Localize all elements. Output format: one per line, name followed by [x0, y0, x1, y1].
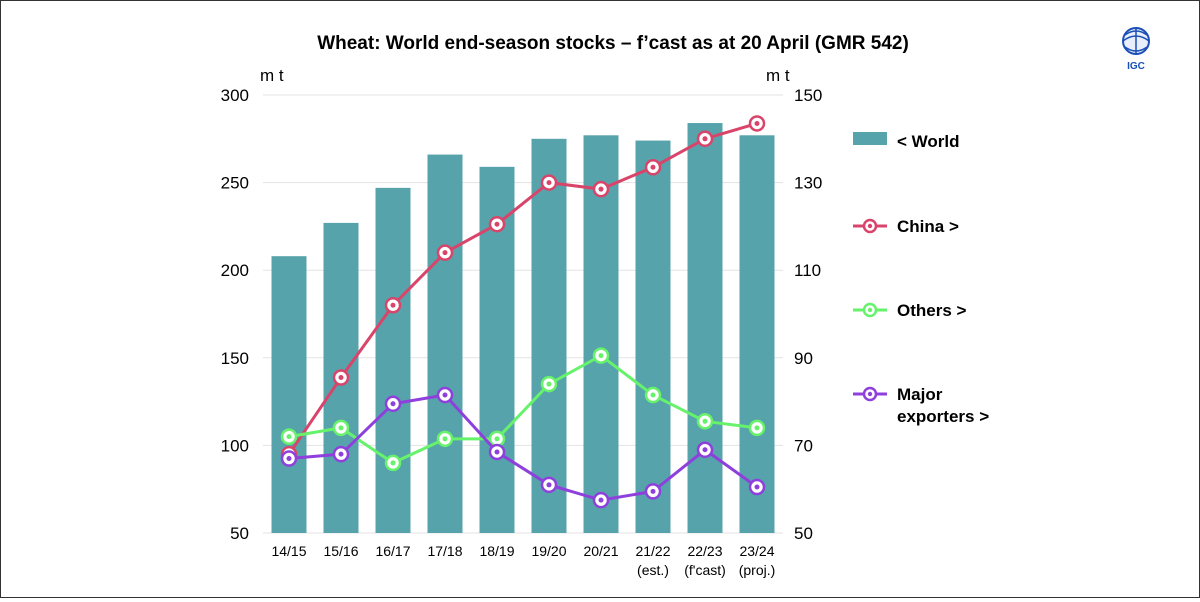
- major-exporters-point-center: [442, 392, 448, 398]
- x-axis-tick-label: (proj.): [739, 562, 776, 578]
- others-point-center: [754, 425, 760, 431]
- major-exporters-point-center: [338, 451, 344, 457]
- x-axis-tick-label: 23/24: [739, 543, 774, 559]
- x-axis-tick-label: 15/16: [323, 543, 358, 559]
- legend-label-china: China >: [897, 217, 959, 236]
- legend-marker-center-major-exporters: [867, 391, 873, 397]
- major-exporters-point-center: [494, 449, 500, 455]
- legend-label-others: Others >: [897, 301, 967, 320]
- others-point-center: [546, 381, 552, 387]
- x-axis-tick-label: (est.): [637, 562, 669, 578]
- major-exporters-line: [288, 393, 758, 502]
- world-stocks-bar: [427, 154, 463, 533]
- others-point-center: [442, 436, 448, 442]
- china-point-center: [754, 120, 760, 126]
- x-axis-tick-label: 20/21: [583, 543, 618, 559]
- others-point-center: [494, 436, 500, 442]
- china-line: [287, 122, 758, 456]
- right-axis-tick-label: 110: [794, 261, 821, 280]
- others-point-center: [650, 392, 656, 398]
- right-axis-unit: m t: [766, 66, 790, 85]
- world-stocks-bar: [739, 135, 775, 533]
- left-axis-tick-label: 150: [221, 349, 249, 368]
- x-axis-tick-label: 19/20: [531, 543, 566, 559]
- china-point-center: [442, 250, 448, 256]
- chart-title: Wheat: World end-season stocks – f’cast …: [317, 33, 909, 54]
- china-point-center: [494, 221, 500, 227]
- right-axis-tick-label: 130: [794, 174, 822, 193]
- china-point-center: [598, 186, 604, 192]
- major-exporters-point-center: [650, 488, 656, 494]
- major-exporters-point-center: [546, 482, 552, 488]
- logo-text: IGC: [1127, 61, 1145, 72]
- right-axis-tick-label: 70: [794, 436, 813, 455]
- china-point-center: [338, 375, 344, 381]
- igc-logo: IGC: [1122, 27, 1150, 72]
- major-exporters-point-center: [390, 401, 396, 407]
- world-stocks-bar: [687, 123, 723, 534]
- world-stocks-bar: [375, 187, 411, 533]
- right-axis-tick-label: 50: [794, 524, 813, 543]
- others-point-center: [702, 418, 708, 424]
- others-line: [288, 353, 758, 465]
- world-stocks-bar: [271, 256, 307, 533]
- legend-swatch-world: [853, 132, 887, 145]
- china-point-center: [650, 164, 656, 170]
- world-stocks-bar: [531, 138, 567, 534]
- world-stocks-bar: [583, 135, 619, 533]
- world-stocks-bar: [635, 140, 671, 533]
- x-axis-tick-label: 18/19: [479, 543, 514, 559]
- legend-marker-center-china: [867, 223, 873, 229]
- legend-marker-center-others: [867, 307, 873, 313]
- china-point-center: [702, 136, 708, 142]
- major-exporters-point-center: [286, 456, 292, 462]
- china-point-center: [390, 302, 396, 308]
- left-axis-tick-label: 200: [221, 261, 249, 280]
- china-point-center: [546, 180, 552, 186]
- left-axis-tick-label: 50: [230, 524, 249, 543]
- right-axis-tick-label: 90: [794, 349, 813, 368]
- left-axis-tick-label: 300: [221, 86, 249, 105]
- x-axis-tick-label: 22/23: [687, 543, 722, 559]
- others-point-center: [598, 353, 604, 359]
- left-axis-tick-label: 250: [221, 174, 249, 193]
- left-axis-tick-label: 100: [221, 436, 249, 455]
- legend-label-world: < World: [897, 132, 960, 151]
- x-axis-tick-label: 21/22: [635, 543, 670, 559]
- right-axis-tick-label: 150: [794, 86, 822, 105]
- major-exporters-point-center: [598, 497, 604, 503]
- others-point-center: [390, 460, 396, 466]
- x-axis-tick-label: 14/15: [271, 543, 306, 559]
- x-axis-tick-label: (f'cast): [684, 562, 726, 578]
- x-axis-tick-label: 17/18: [427, 543, 462, 559]
- others-point-center: [286, 434, 292, 440]
- legend-label-major-exporters: Major: [897, 385, 943, 404]
- major-exporters-point-center: [754, 484, 760, 490]
- others-point-center: [338, 425, 344, 431]
- legend-label-major-exporters: exporters >: [897, 407, 989, 426]
- x-axis-tick-label: 16/17: [375, 543, 410, 559]
- major-exporters-point-center: [702, 447, 708, 453]
- left-axis-unit: m t: [260, 66, 284, 85]
